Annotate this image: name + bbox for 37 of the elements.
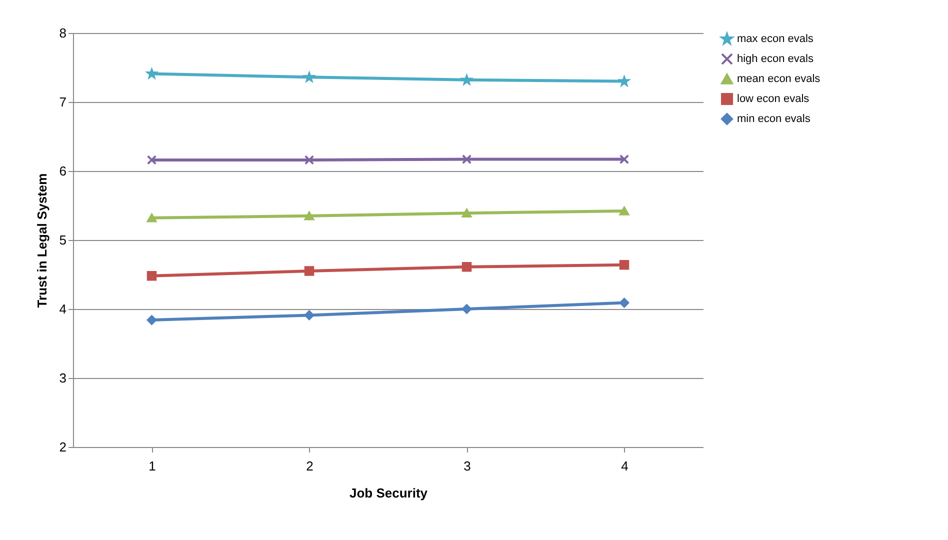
x-tick-label: 3	[464, 458, 471, 474]
point	[462, 262, 472, 272]
y-tick-label: 2	[59, 440, 66, 454]
point	[462, 208, 472, 218]
point	[304, 155, 314, 165]
legend-label: mean econ evals	[737, 73, 821, 85]
legend-label: max econ evals	[737, 33, 814, 45]
point	[146, 214, 157, 222]
x-tick-label: 1	[148, 458, 156, 474]
point	[304, 72, 314, 82]
point	[619, 76, 630, 86]
point	[146, 315, 157, 325]
y-tick-label: 5	[59, 232, 66, 248]
point	[146, 155, 157, 165]
y-axis-title: Trust in Legal System	[34, 173, 50, 308]
y-tick-label: 8	[59, 26, 66, 40]
point	[619, 260, 630, 270]
point	[619, 206, 630, 216]
point	[146, 271, 157, 281]
x-tick-label: 2	[306, 458, 314, 474]
point	[304, 211, 314, 220]
legend-label: high econ evals	[737, 53, 814, 65]
point	[619, 298, 630, 308]
y-tick-label: 4	[59, 302, 66, 316]
point	[462, 154, 472, 164]
point	[619, 154, 630, 164]
point	[304, 310, 314, 320]
point	[304, 266, 314, 276]
y-tick-label: 7	[59, 94, 66, 110]
point	[462, 304, 472, 314]
x-tick-label: 4	[621, 458, 628, 474]
y-tick-label: 6	[59, 164, 66, 178]
legend-label: low econ evals	[737, 93, 810, 105]
x-axis-title: Job Security	[349, 486, 428, 500]
point	[146, 68, 157, 78]
y-tick-label: 3	[59, 370, 66, 386]
legend-label: min econ evals	[737, 113, 811, 125]
